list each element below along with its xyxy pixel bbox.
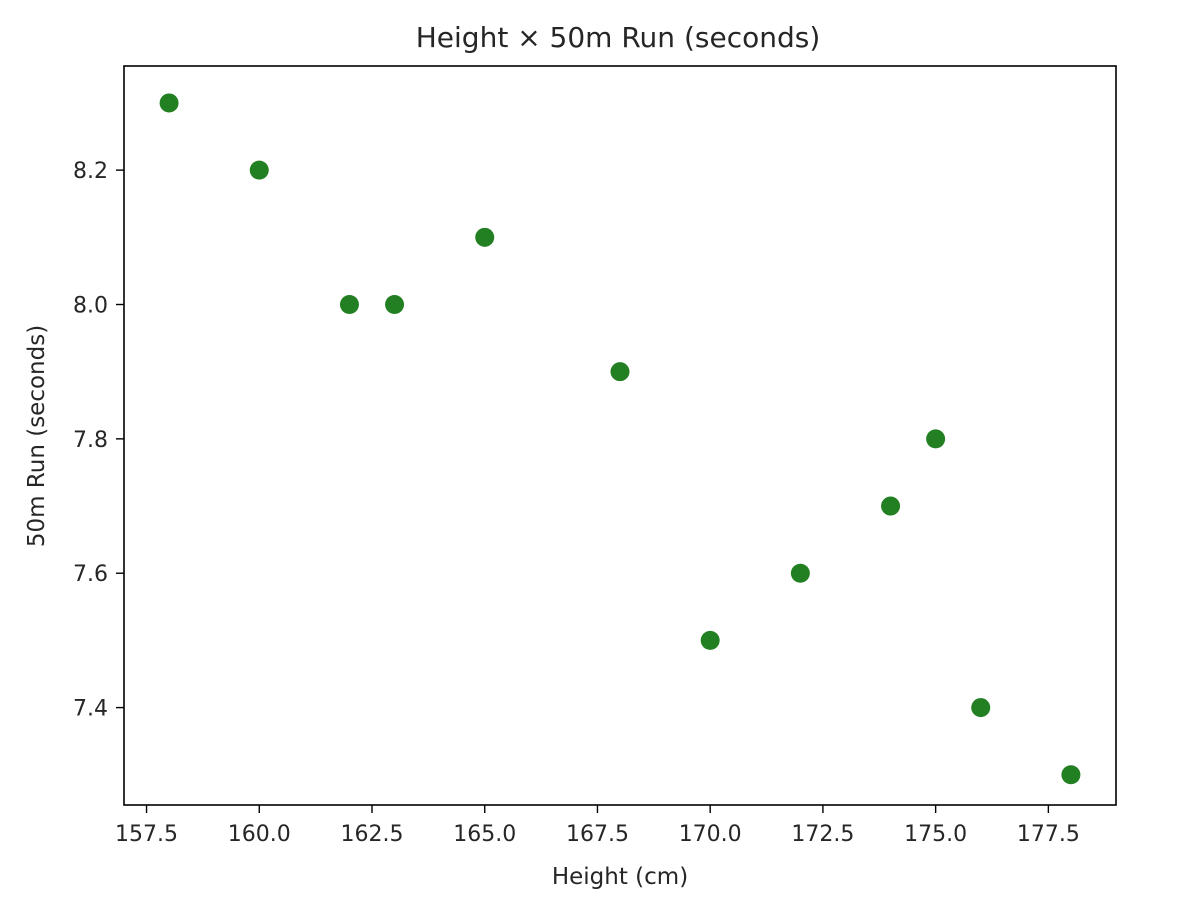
data-point [475,227,495,247]
data-point [339,294,359,314]
x-tick-label: 177.5 [1017,822,1080,847]
data-point [610,362,630,382]
plot-frame [123,65,1117,806]
data-point [1061,765,1081,785]
data-point [249,160,269,180]
data-point [926,429,946,449]
x-tick-label: 172.5 [791,822,854,847]
data-point [700,630,720,650]
data-point [971,698,991,718]
y-tick-label: 8.2 [73,159,108,184]
x-tick-label: 170.0 [679,822,742,847]
x-axis-title: Height (cm) [552,864,688,890]
data-point [385,294,405,314]
data-point [881,496,901,516]
chart-title: Height × 50m Run (seconds) [416,21,821,54]
y-tick-label: 7.6 [73,562,108,587]
x-tick-label: 175.0 [904,822,967,847]
x-tick-label: 165.0 [453,822,516,847]
x-tick-label: 160.0 [228,822,291,847]
y-axis-title: 50m Run (seconds) [24,325,50,547]
data-point [159,93,179,113]
x-tick-label: 162.5 [341,822,404,847]
x-tick-label: 157.5 [115,822,178,847]
plot-area: 157.5 160.0 162.5 165.0 167.5 170.0 172.5 175.0… [73,93,1081,847]
data-point [790,563,810,583]
y-tick-label: 7.4 [73,697,108,722]
y-tick-label: 7.8 [73,428,108,453]
x-tick-label: 167.5 [566,822,629,847]
y-tick-label: 8.0 [73,293,108,318]
